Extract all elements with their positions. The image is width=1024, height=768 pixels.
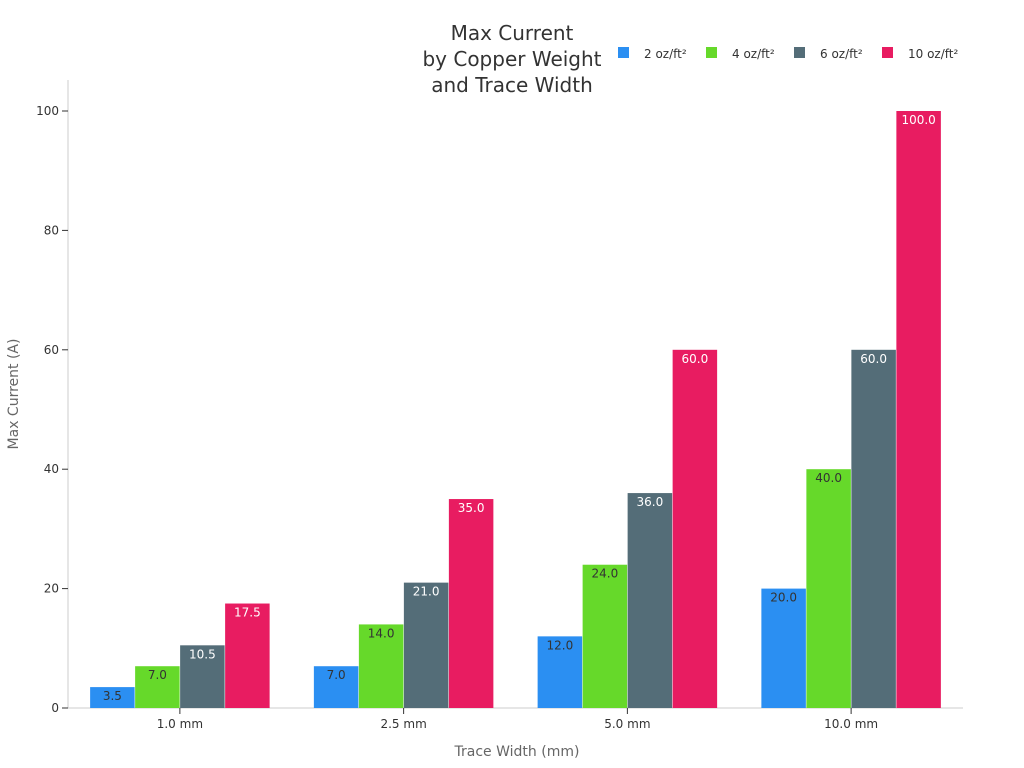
bar	[448, 499, 494, 708]
chart-title-line-1: Max Current	[451, 21, 574, 45]
bar	[672, 349, 718, 708]
bar-value-label: 24.0	[592, 567, 619, 581]
legend-swatch	[882, 47, 893, 58]
y-tick-label: 40	[44, 462, 59, 476]
bar	[313, 666, 359, 708]
bar	[761, 588, 806, 708]
y-tick-label: 60	[44, 343, 59, 357]
chart-title-line-3: and Trace Width	[431, 73, 593, 97]
bar-value-label: 17.5	[234, 606, 261, 620]
y-axis-title: Max Current (A)	[6, 339, 22, 450]
bar	[851, 349, 896, 708]
bar	[358, 624, 404, 708]
bar	[627, 493, 673, 708]
legend: 2 oz/ft² 4 oz/ft² 6 oz/ft² 10 oz/ft²	[618, 47, 958, 61]
bar-value-label: 3.5	[103, 689, 122, 703]
bar-value-label: 60.0	[682, 352, 709, 366]
y-tick-label: 20	[44, 582, 59, 596]
bar	[806, 469, 851, 708]
y-tick-label: 100	[36, 104, 59, 118]
x-axis: 1.0 mm 2.5 mm 5.0 mm 10.0 mm	[68, 707, 963, 731]
chart-title: Max Current by Copper Weight and Trace W…	[422, 21, 601, 97]
bar	[403, 582, 449, 708]
bar	[896, 111, 941, 708]
x-axis-title: Trace Width (mm)	[454, 744, 580, 760]
bar-value-label: 20.0	[770, 591, 797, 605]
bar-value-label: 14.0	[368, 626, 395, 640]
x-tick-label: 2.5 mm	[380, 717, 426, 731]
legend-swatch	[706, 47, 717, 58]
bar	[90, 687, 135, 708]
bar	[537, 636, 583, 708]
y-tick-label: 0	[51, 701, 59, 715]
bar-value-label: 40.0	[815, 471, 842, 485]
bar-value-label: 100.0	[901, 113, 935, 127]
y-axis: 0 20 40 60 80 100	[36, 80, 69, 715]
x-tick-label: 1.0 mm	[157, 717, 203, 731]
bar-value-label: 10.5	[189, 647, 216, 661]
legend-label: 2 oz/ft²	[644, 47, 687, 61]
legend-label: 10 oz/ft²	[908, 47, 958, 61]
legend-label: 4 oz/ft²	[732, 47, 775, 61]
bar-value-label: 12.0	[547, 638, 574, 652]
bar-value-label: 7.0	[327, 668, 346, 682]
bar-value-label: 21.0	[413, 585, 440, 599]
bars	[90, 111, 941, 708]
bar	[225, 603, 270, 708]
bar	[582, 564, 628, 708]
x-tick-label: 5.0 mm	[604, 717, 650, 731]
chart-title-line-2: by Copper Weight	[422, 47, 601, 71]
legend-swatch	[618, 47, 629, 58]
bar	[180, 645, 225, 708]
bar	[135, 666, 180, 708]
legend-label: 6 oz/ft²	[820, 47, 863, 61]
bar-value-label: 36.0	[637, 495, 664, 509]
bar-value-label: 60.0	[860, 352, 887, 366]
bar-value-label: 35.0	[458, 501, 485, 515]
x-tick-label: 10.0 mm	[824, 717, 878, 731]
data-labels: 3.5 7.0 10.5 17.5 7.0 14.0 21.0 35.0 12.0 24.0 36.…	[103, 113, 936, 703]
bar-value-label: 7.0	[148, 668, 167, 682]
y-tick-label: 80	[44, 223, 59, 237]
legend-swatch	[794, 47, 805, 58]
